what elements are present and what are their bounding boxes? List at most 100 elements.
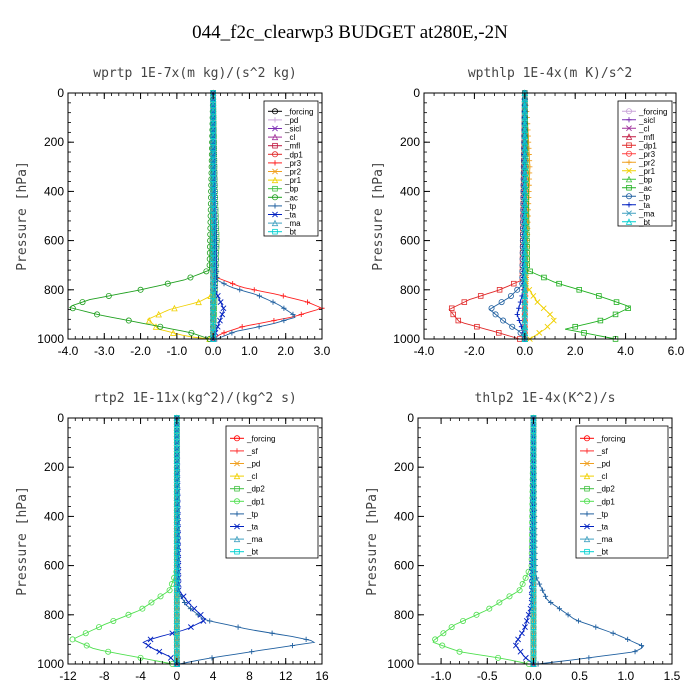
data-point xyxy=(516,317,522,324)
data-point xyxy=(575,618,582,624)
data-point xyxy=(195,298,202,306)
legend-box xyxy=(225,425,319,559)
data-point xyxy=(521,304,529,312)
data-point xyxy=(174,501,180,507)
data-point xyxy=(432,636,439,643)
data-point xyxy=(210,299,216,305)
legend-entry: _dp1 xyxy=(596,497,615,506)
data-point xyxy=(82,630,89,637)
data-point xyxy=(496,287,503,293)
data-point xyxy=(304,299,311,305)
data-point xyxy=(612,311,619,318)
legend-marker xyxy=(271,219,279,227)
data-point xyxy=(530,562,537,569)
data-point xyxy=(530,507,537,513)
y-tick-label: 1000 xyxy=(37,332,64,346)
plot-frame xyxy=(417,417,673,665)
data-point xyxy=(145,317,153,324)
data-point xyxy=(214,293,221,299)
data-point xyxy=(174,630,180,636)
plot-frame xyxy=(423,92,677,340)
data-point xyxy=(219,311,226,318)
data-point xyxy=(187,606,194,612)
legend-entry: _pr1 xyxy=(638,167,656,176)
legend-marker xyxy=(626,202,632,208)
legend-entry: _ta xyxy=(596,523,609,532)
data-point xyxy=(530,550,537,557)
x-tick-label: 0.5 xyxy=(571,669,588,683)
data-point xyxy=(174,587,180,593)
data-point xyxy=(517,648,524,655)
data-point xyxy=(290,311,296,317)
data-point xyxy=(169,630,176,637)
data-point xyxy=(174,427,180,434)
data-point xyxy=(530,581,537,587)
data-point xyxy=(210,287,216,293)
legend-entry: _bp xyxy=(638,175,653,184)
data-point xyxy=(171,304,178,312)
data-point xyxy=(210,170,216,176)
data-point xyxy=(221,281,227,287)
data-point xyxy=(521,157,529,164)
legend-entry: _tp xyxy=(284,202,297,211)
data-point xyxy=(530,593,537,600)
data-point xyxy=(210,145,216,152)
data-point xyxy=(239,324,245,330)
data-point xyxy=(174,519,180,526)
data-point xyxy=(527,605,534,612)
data-point xyxy=(498,299,505,306)
data-point xyxy=(540,305,547,312)
data-point xyxy=(174,562,180,569)
data-point xyxy=(512,642,519,649)
data-point xyxy=(521,261,529,269)
legend-marker xyxy=(233,498,240,505)
data-point xyxy=(210,323,216,330)
legend-entry: _pr1 xyxy=(284,176,302,185)
legend-entry: _tp xyxy=(596,510,609,519)
legend-marker xyxy=(626,125,632,132)
x-tick-label: 3.0 xyxy=(314,344,331,358)
data-point xyxy=(613,299,620,305)
legend-marker xyxy=(272,125,278,132)
data-point xyxy=(530,587,537,593)
data-point xyxy=(147,636,154,643)
data-point xyxy=(210,219,216,225)
y-tick-label: 400 xyxy=(394,509,414,523)
legend-marker xyxy=(234,485,240,492)
data-point xyxy=(174,482,180,489)
legend-marker xyxy=(584,435,591,442)
data-point xyxy=(95,624,102,631)
data-point xyxy=(298,311,304,317)
data-point xyxy=(530,464,537,470)
data-point xyxy=(174,544,180,550)
data-point xyxy=(521,101,529,109)
legend-entry: _forcing xyxy=(638,107,667,116)
data-point xyxy=(79,299,86,306)
figure-title: 044_f2c_clearwp3 BUDGET at280E,-2N xyxy=(192,22,508,43)
data-point xyxy=(530,648,537,655)
y-tick-label: 200 xyxy=(394,460,414,474)
y-axis-label: Pressure [hPa] xyxy=(15,161,30,271)
legend: _forcing_pd_sicl_cl_mfl_dp1_pr3_pr2_pr1_… xyxy=(263,100,319,237)
y-tick-label: 800 xyxy=(400,283,420,297)
data-point xyxy=(210,108,216,115)
x-tick-label: 1.0 xyxy=(617,669,634,683)
legend-entry: _forcing xyxy=(246,434,275,443)
data-point xyxy=(210,194,216,201)
legend-marker xyxy=(626,142,632,148)
x-tick-label: 8 xyxy=(246,669,253,683)
data-point xyxy=(210,317,216,324)
data-point xyxy=(180,593,187,600)
data-point xyxy=(530,538,537,544)
data-point xyxy=(210,164,216,170)
data-point xyxy=(210,188,216,195)
legend-entry: _cl xyxy=(246,472,257,481)
data-point xyxy=(157,323,164,330)
data-point xyxy=(610,630,616,636)
legend-marker xyxy=(272,228,278,235)
data-point xyxy=(174,612,180,618)
data-point xyxy=(492,311,499,318)
data-point xyxy=(519,581,526,588)
y-tick-label: 1000 xyxy=(393,332,420,346)
data-point xyxy=(200,618,207,624)
